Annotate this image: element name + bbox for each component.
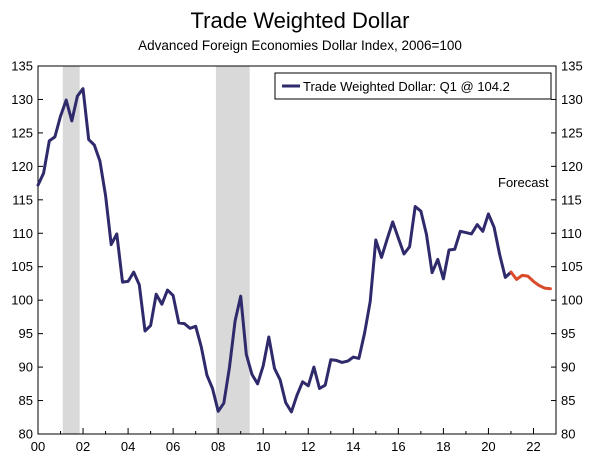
chart-subtitle: Advanced Foreign Economies Dollar Index,… <box>138 38 462 53</box>
y-tick-label-right: 115 <box>561 192 582 207</box>
y-tick-label-left: 120 <box>11 159 33 174</box>
x-tick-label: 20 <box>481 439 495 454</box>
y-tick-label-left: 85 <box>19 393 33 408</box>
y-tick-label-left: 95 <box>19 326 33 341</box>
y-tick-label-right: 125 <box>561 125 583 140</box>
x-tick-label: 22 <box>526 439 540 454</box>
y-tick-label-left: 80 <box>19 427 33 442</box>
recession-band-1 <box>215 66 250 434</box>
x-tick-label: 16 <box>391 439 405 454</box>
y-tick-label-left: 110 <box>12 226 33 241</box>
y-tick-label-right: 80 <box>561 427 575 442</box>
y-tick-label-left: 90 <box>19 360 33 375</box>
y-tick-label-left: 130 <box>11 92 33 107</box>
legend-label: Trade Weighted Dollar: Q1 @ 104.2 <box>303 79 510 94</box>
x-tick-label: 14 <box>346 439 360 454</box>
x-tick-label: 04 <box>121 439 135 454</box>
y-tick-label-left: 125 <box>11 125 33 140</box>
chart-title: Trade Weighted Dollar <box>190 8 410 33</box>
x-tick-label: 00 <box>31 439 45 454</box>
legend-box <box>274 72 552 100</box>
x-tick-label: 06 <box>166 439 180 454</box>
y-tick-label-right: 85 <box>561 393 575 408</box>
series-line-forecast <box>509 270 552 291</box>
y-tick-label-right: 100 <box>561 293 583 308</box>
y-tick-label-right: 130 <box>561 92 583 107</box>
y-tick-label-left: 135 <box>11 59 33 74</box>
x-tick-label: 18 <box>436 439 450 454</box>
plot-frame <box>37 65 557 435</box>
y-tick-label-right: 120 <box>561 159 583 174</box>
x-tick-label: 02 <box>76 439 90 454</box>
recession-band-0 <box>62 66 80 434</box>
forecast-annotation: Forecast <box>498 175 549 190</box>
y-tick-label-right: 135 <box>561 59 583 74</box>
x-tick-label: 08 <box>211 439 225 454</box>
y-tick-label-right: 105 <box>561 259 583 274</box>
y-tick-label-right: 90 <box>561 360 575 375</box>
y-tick-label-right: 110 <box>561 226 582 241</box>
y-tick-label-left: 115 <box>12 192 33 207</box>
y-tick-label-right: 95 <box>561 326 575 341</box>
x-tick-label: 12 <box>301 439 315 454</box>
y-tick-label-left: 100 <box>11 293 33 308</box>
x-tick-label: 10 <box>256 439 270 454</box>
y-tick-label-left: 105 <box>11 259 33 274</box>
series-line-trade-weighted-dollar <box>36 87 513 414</box>
